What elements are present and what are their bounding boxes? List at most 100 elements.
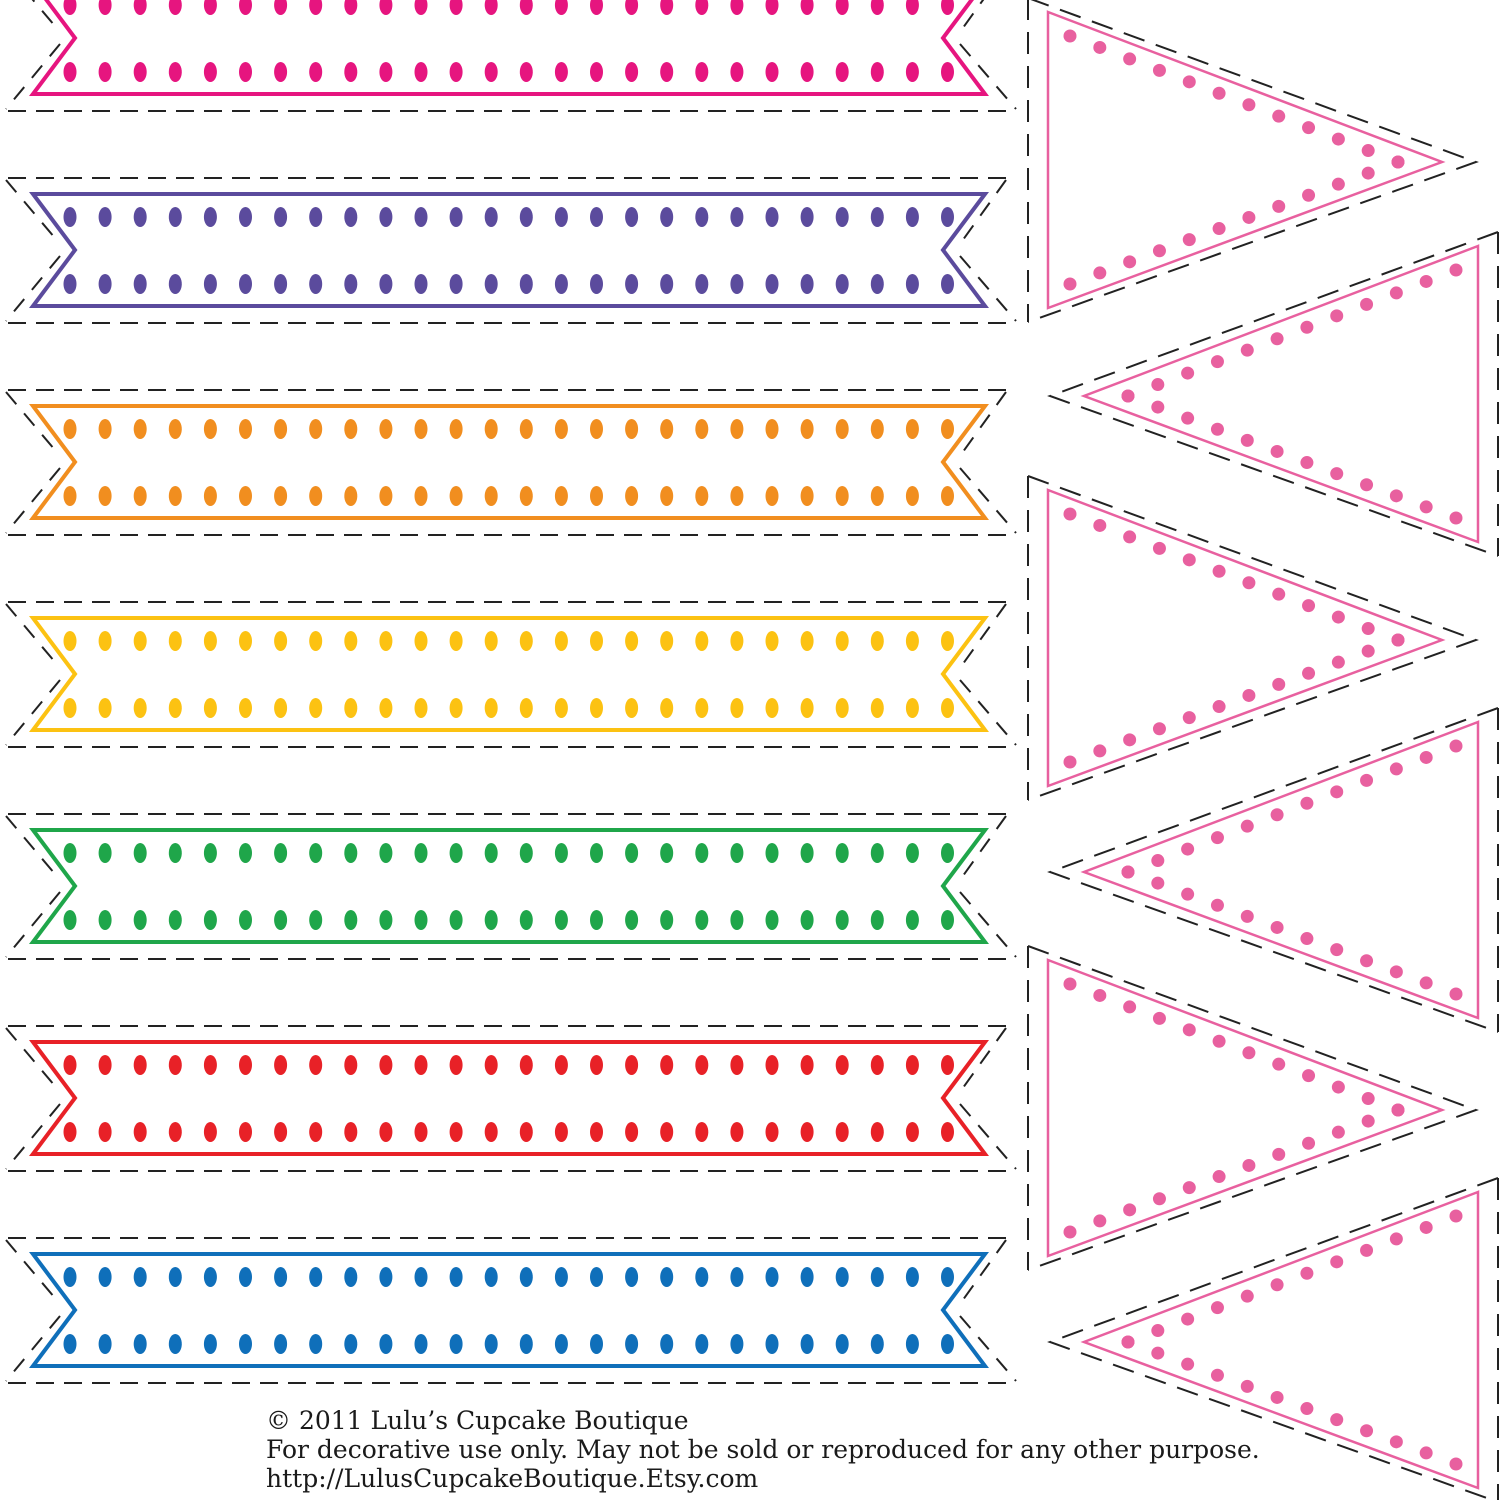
ribbon-dot bbox=[660, 843, 674, 863]
ribbon-dot bbox=[484, 910, 498, 930]
ribbon-dot bbox=[379, 843, 393, 863]
pennant-dot bbox=[1331, 177, 1345, 191]
ribbon-dot bbox=[905, 1122, 919, 1142]
pennant-2-left-pointing bbox=[1047, 231, 1499, 557]
ribbon-dot bbox=[835, 843, 849, 863]
ribbon-dot bbox=[765, 1055, 779, 1075]
pennant-dot bbox=[1419, 500, 1433, 514]
ribbon-dot bbox=[379, 910, 393, 930]
ribbon-dot bbox=[870, 1055, 884, 1075]
pennant-dot bbox=[1360, 954, 1374, 968]
ribbon-dot bbox=[203, 1334, 217, 1354]
ribbon-dot bbox=[309, 274, 323, 294]
pennant-dot bbox=[1389, 1232, 1403, 1246]
ribbon-dot bbox=[98, 631, 112, 651]
ribbon-dot bbox=[133, 843, 147, 863]
ribbon-dot bbox=[519, 1334, 533, 1354]
ribbon-dot bbox=[344, 419, 358, 439]
ribbon-dot bbox=[239, 631, 252, 651]
pennant-dot bbox=[1240, 1379, 1254, 1393]
pennant-dot bbox=[1093, 1214, 1107, 1228]
pennant-dot bbox=[1210, 355, 1224, 369]
ribbon-dot bbox=[590, 1055, 603, 1075]
ribbon-dot bbox=[309, 1055, 323, 1075]
pennant-dot bbox=[1360, 297, 1374, 311]
ribbon-dot bbox=[449, 62, 463, 82]
ribbon-dot bbox=[730, 843, 744, 863]
ribbon-dot bbox=[870, 910, 884, 930]
ribbon-dot bbox=[905, 1055, 919, 1075]
ribbon-dot bbox=[870, 419, 884, 439]
pennant-dot bbox=[1331, 655, 1345, 669]
ribbon-dot bbox=[274, 207, 288, 227]
ribbon-dot bbox=[203, 698, 217, 718]
ribbon-dot bbox=[168, 910, 182, 930]
ribbon-flag-blue bbox=[5, 1237, 1017, 1384]
ribbon-dot bbox=[344, 1267, 358, 1287]
ribbon-dot bbox=[625, 486, 639, 506]
ribbon-dot bbox=[414, 0, 428, 15]
ribbon-dot bbox=[63, 274, 77, 294]
ribbon-dot bbox=[730, 207, 744, 227]
ribbon-dot bbox=[660, 274, 674, 294]
ribbon-dot bbox=[449, 274, 463, 294]
pennant-dot bbox=[1123, 1000, 1137, 1014]
ribbon-dot bbox=[800, 62, 814, 82]
pennant-dot bbox=[1391, 155, 1405, 169]
ribbon-dot bbox=[449, 0, 463, 15]
ribbon-dot bbox=[765, 1122, 779, 1142]
ribbon-dot bbox=[449, 1334, 463, 1354]
cut-line-notch-left bbox=[5, 1239, 61, 1382]
url-line: http://LulusCupcakeBoutique.Etsy.com bbox=[266, 1464, 759, 1493]
pennant-dot bbox=[1270, 444, 1284, 458]
ribbon-dot bbox=[449, 843, 463, 863]
ribbon-dot bbox=[484, 274, 498, 294]
ribbon-dot bbox=[695, 1055, 709, 1075]
ribbon-dot bbox=[590, 843, 603, 863]
ribbon-dot bbox=[519, 1267, 533, 1287]
ribbon-dot bbox=[344, 910, 358, 930]
pennant-dot bbox=[1152, 1011, 1166, 1025]
ribbon-dot bbox=[274, 419, 288, 439]
ribbon-dot bbox=[800, 1334, 814, 1354]
ribbon-dot bbox=[63, 1122, 77, 1142]
pennant-dot bbox=[1210, 898, 1224, 912]
pennant-dot bbox=[1123, 1203, 1137, 1217]
pennant-triangles bbox=[1027, 0, 1499, 1500]
ribbon-dot bbox=[765, 631, 779, 651]
ribbon-dot bbox=[414, 910, 428, 930]
ribbon-dot bbox=[484, 843, 498, 863]
ribbon-dot bbox=[835, 274, 849, 294]
pennant-dot bbox=[1151, 854, 1165, 868]
ribbon-dot bbox=[274, 1122, 288, 1142]
ribbon-dot bbox=[870, 1122, 884, 1142]
ribbon-dot bbox=[905, 698, 919, 718]
ribbon-flag-pink bbox=[5, 0, 1017, 112]
pennant-dot bbox=[1449, 987, 1463, 1001]
ribbon-dot bbox=[203, 486, 217, 506]
ribbon-dot bbox=[133, 0, 147, 15]
ribbon-dot bbox=[309, 910, 323, 930]
ribbon-dot bbox=[344, 62, 358, 82]
ribbon-outline bbox=[29, 404, 989, 520]
ribbon-flag-green bbox=[5, 813, 1017, 960]
pennant-dot bbox=[1063, 29, 1077, 43]
ribbon-dot bbox=[554, 1267, 568, 1287]
ribbon-dot bbox=[800, 1122, 814, 1142]
pennant-dot bbox=[1419, 1446, 1433, 1460]
ribbon-flag-red bbox=[5, 1025, 1017, 1172]
ribbon-dot bbox=[133, 1334, 147, 1354]
ribbon-dot bbox=[941, 910, 954, 930]
ribbon-dot bbox=[800, 419, 814, 439]
ribbon-dot bbox=[870, 62, 884, 82]
ribbon-dot bbox=[625, 631, 639, 651]
pennant-dot bbox=[1331, 132, 1345, 146]
pennant-dot bbox=[1389, 762, 1403, 776]
pennant-dot bbox=[1212, 700, 1226, 714]
ribbon-dot bbox=[625, 843, 639, 863]
ribbon-dot bbox=[554, 1055, 568, 1075]
pennant-dot bbox=[1151, 378, 1165, 392]
ribbon-dot bbox=[554, 419, 568, 439]
pennant-dot bbox=[1330, 467, 1344, 481]
ribbon-dot bbox=[309, 631, 323, 651]
